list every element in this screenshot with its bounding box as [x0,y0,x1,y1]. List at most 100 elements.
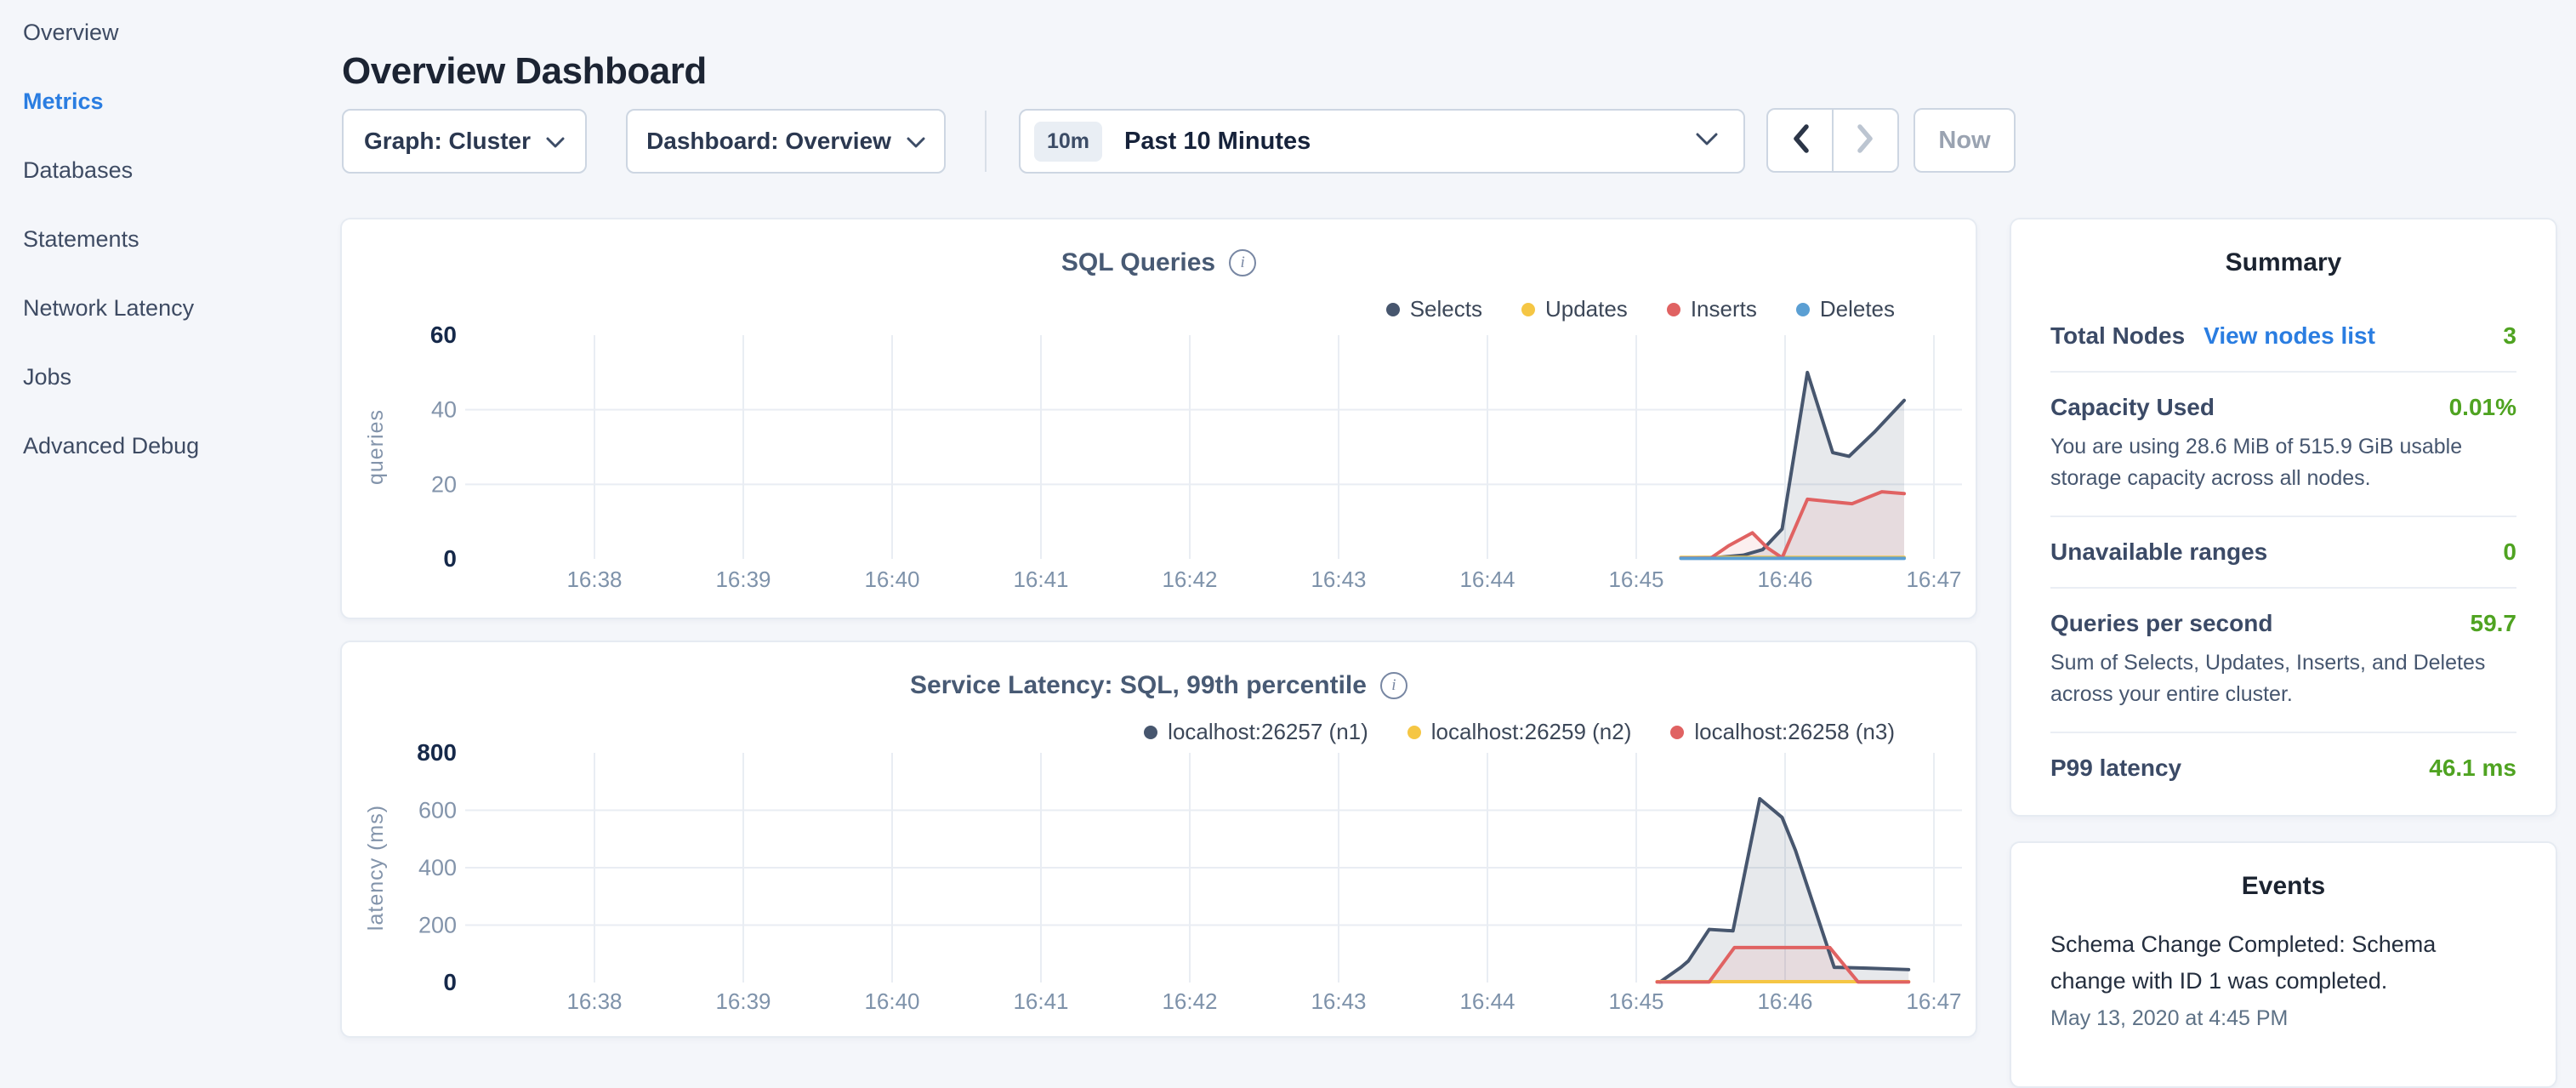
sidebar-item-metrics[interactable]: Metrics [23,88,104,114]
chart-title-row: SQL Queries i [342,248,1976,277]
graph-dropdown-label: Graph: Cluster [363,128,532,154]
summary-rows: Total Nodes View nodes list 3 Capacity Used… [2050,301,2516,803]
x-axis-tick-label: 16:45 [1608,567,1663,592]
x-axis-tick-label: 16:40 [864,988,919,1014]
legend-item[interactable]: Selects [1385,296,1482,322]
chevron-left-icon [1791,123,1810,158]
legend-label: localhost:26257 (n1) [1168,719,1368,744]
x-axis-tick-label: 16:41 [1013,567,1068,592]
time-next-button[interactable] [1832,110,1897,171]
y-axis-tick-label: 600 [418,798,457,823]
x-axis-tick-label: 16:39 [715,988,771,1014]
sidebar-item-network-latency[interactable]: Network Latency [23,295,195,321]
chevron-right-icon [1857,123,1875,158]
x-axis-tick-label: 16:38 [566,567,622,592]
summary-title: Summary [2225,248,2342,276]
graph-dropdown[interactable]: Graph: Cluster [342,109,587,174]
legend-dot-icon [1521,302,1535,316]
legend-item[interactable]: Deletes [1795,296,1895,322]
events-title: Events [2241,872,2326,900]
summary-row-value: 0 [2503,538,2516,565]
legend-dot-icon [1144,725,1158,739]
summary-row: Queries per second 59.7 Sum of Selects, Up… [2050,587,2516,732]
legend-item[interactable]: localhost:26258 (n3) [1670,719,1895,745]
x-axis-tick-label: 16:39 [715,567,771,592]
chart-legend: Selects Updates Inserts Deletes [1385,296,1895,322]
dashboard-dropdown[interactable]: Dashboard: Overview [626,109,946,174]
y-axis-tick-label: 800 [417,739,457,766]
legend-item[interactable]: Updates [1521,296,1628,322]
time-range-dropdown[interactable]: 10m Past 10 Minutes [1019,109,1745,174]
y-axis-tick-label: 60 [430,322,457,348]
summary-row-description: You are using 28.6 MiB of 515.9 GiB usab… [2050,435,2463,490]
sidebar-item-advanced-debug[interactable]: Advanced Debug [23,433,200,459]
summary-row-value: 46.1 ms [2429,755,2516,781]
legend-label: localhost:26259 (n2) [1430,719,1632,744]
legend-item[interactable]: Inserts [1666,296,1757,322]
x-axis-tick-label: 16:44 [1459,988,1515,1014]
time-prev-button[interactable] [1768,110,1832,171]
x-axis-tick-label: 16:46 [1757,988,1812,1014]
chevron-down-icon [546,128,565,155]
legend-dot-icon [1385,302,1400,316]
summary-row-description: Sum of Selects, Updates, Inserts, and De… [2050,651,2486,706]
chart-title: Service Latency: SQL, 99th percentile [910,671,1367,699]
series-area-localhost-26258-n3- [1657,947,1909,983]
event-timestamp: May 13, 2020 at 4:45 PM [2050,1006,2289,1030]
now-button-label: Now [1938,126,1991,154]
y-axis-tick-label: 40 [431,397,457,423]
summary-row-label: P99 latency [2050,755,2182,781]
chart-panel-2: Service Latency: SQL, 99th percentile i … [340,641,1977,1038]
now-button[interactable]: Now [1914,108,2016,173]
sidebar-nav: Overview Metrics Databases Statements Networ… [0,0,336,459]
info-icon[interactable]: i [1229,249,1257,276]
chart-plot-area[interactable]: 16:38 16:39 16:40 16:41 16:42 16:43 16:44 16:45… [342,219,1976,618]
summary-row: Unavailable ranges 0 [2050,516,2516,587]
chart-legend: localhost:26257 (n1) localhost:26259 (n2)… [1144,719,1895,745]
dashboard-dropdown-label: Dashboard: Overview [646,128,891,154]
summary-row-value: 3 [2503,322,2516,349]
sidebar-item-databases[interactable]: Databases [23,157,134,183]
summary-row-label: Queries per second [2050,610,2273,636]
chart-plot-area[interactable]: 16:38 16:39 16:40 16:41 16:42 16:43 16:44 16:45… [342,642,1976,1036]
page-title: Overview Dashboard [342,50,707,93]
x-axis-tick-label: 16:45 [1608,988,1663,1014]
y-axis-tick-label: 400 [418,855,457,880]
legend-item[interactable]: localhost:26259 (n2) [1407,719,1632,745]
x-axis-tick-label: 16:40 [864,567,919,592]
chart-panel-1: SQL Queries i Selects Updates Inserts Delet… [340,218,1977,619]
x-axis-tick-label: 16:44 [1459,567,1515,592]
event-item[interactable]: Schema Change Completed: Schema change w… [2050,926,2516,1031]
sidebar-item-jobs[interactable]: Jobs [23,364,72,390]
x-axis-tick-label: 16:47 [1906,567,1961,592]
x-axis-tick-label: 16:41 [1013,988,1068,1014]
event-message: Schema Change Completed: Schema change w… [2050,931,2437,994]
x-axis-tick-label: 16:43 [1311,988,1366,1014]
events-list: Schema Change Completed: Schema change w… [2050,926,2516,1031]
legend-label: localhost:26258 (n3) [1694,719,1895,744]
time-nav-group [1766,108,1899,173]
y-axis-tick-label: 0 [443,969,457,995]
legend-label: Selects [1409,296,1482,322]
summary-panel: Summary Total Nodes View nodes list 3 Capac… [2010,218,2557,817]
controls-divider [985,111,987,172]
series-line-localhost-26258-n3- [1655,945,1911,984]
sidebar-item-overview[interactable]: Overview [23,20,119,45]
view-nodes-list-link[interactable]: View nodes list [2204,322,2375,349]
x-axis-tick-label: 16:42 [1162,567,1217,592]
legend-dot-icon [1666,302,1680,316]
summary-row-label: Capacity Used [2050,394,2215,420]
legend-label: Deletes [1819,296,1895,322]
chevron-down-icon [1696,133,1718,151]
summary-row-label: Unavailable ranges [2050,538,2268,565]
chart-title: SQL Queries [1061,248,1216,276]
legend-label: Inserts [1690,296,1757,322]
chevron-down-icon [907,128,925,155]
series-area-localhost-26257-n1- [1660,799,1909,983]
time-range-badge: 10m [1034,121,1103,162]
sidebar-item-statements[interactable]: Statements [23,226,139,252]
legend-label: Updates [1544,296,1628,322]
legend-item[interactable]: localhost:26257 (n1) [1144,719,1368,745]
info-icon[interactable]: i [1379,672,1407,699]
summary-row-value: 0.01% [2448,394,2516,420]
